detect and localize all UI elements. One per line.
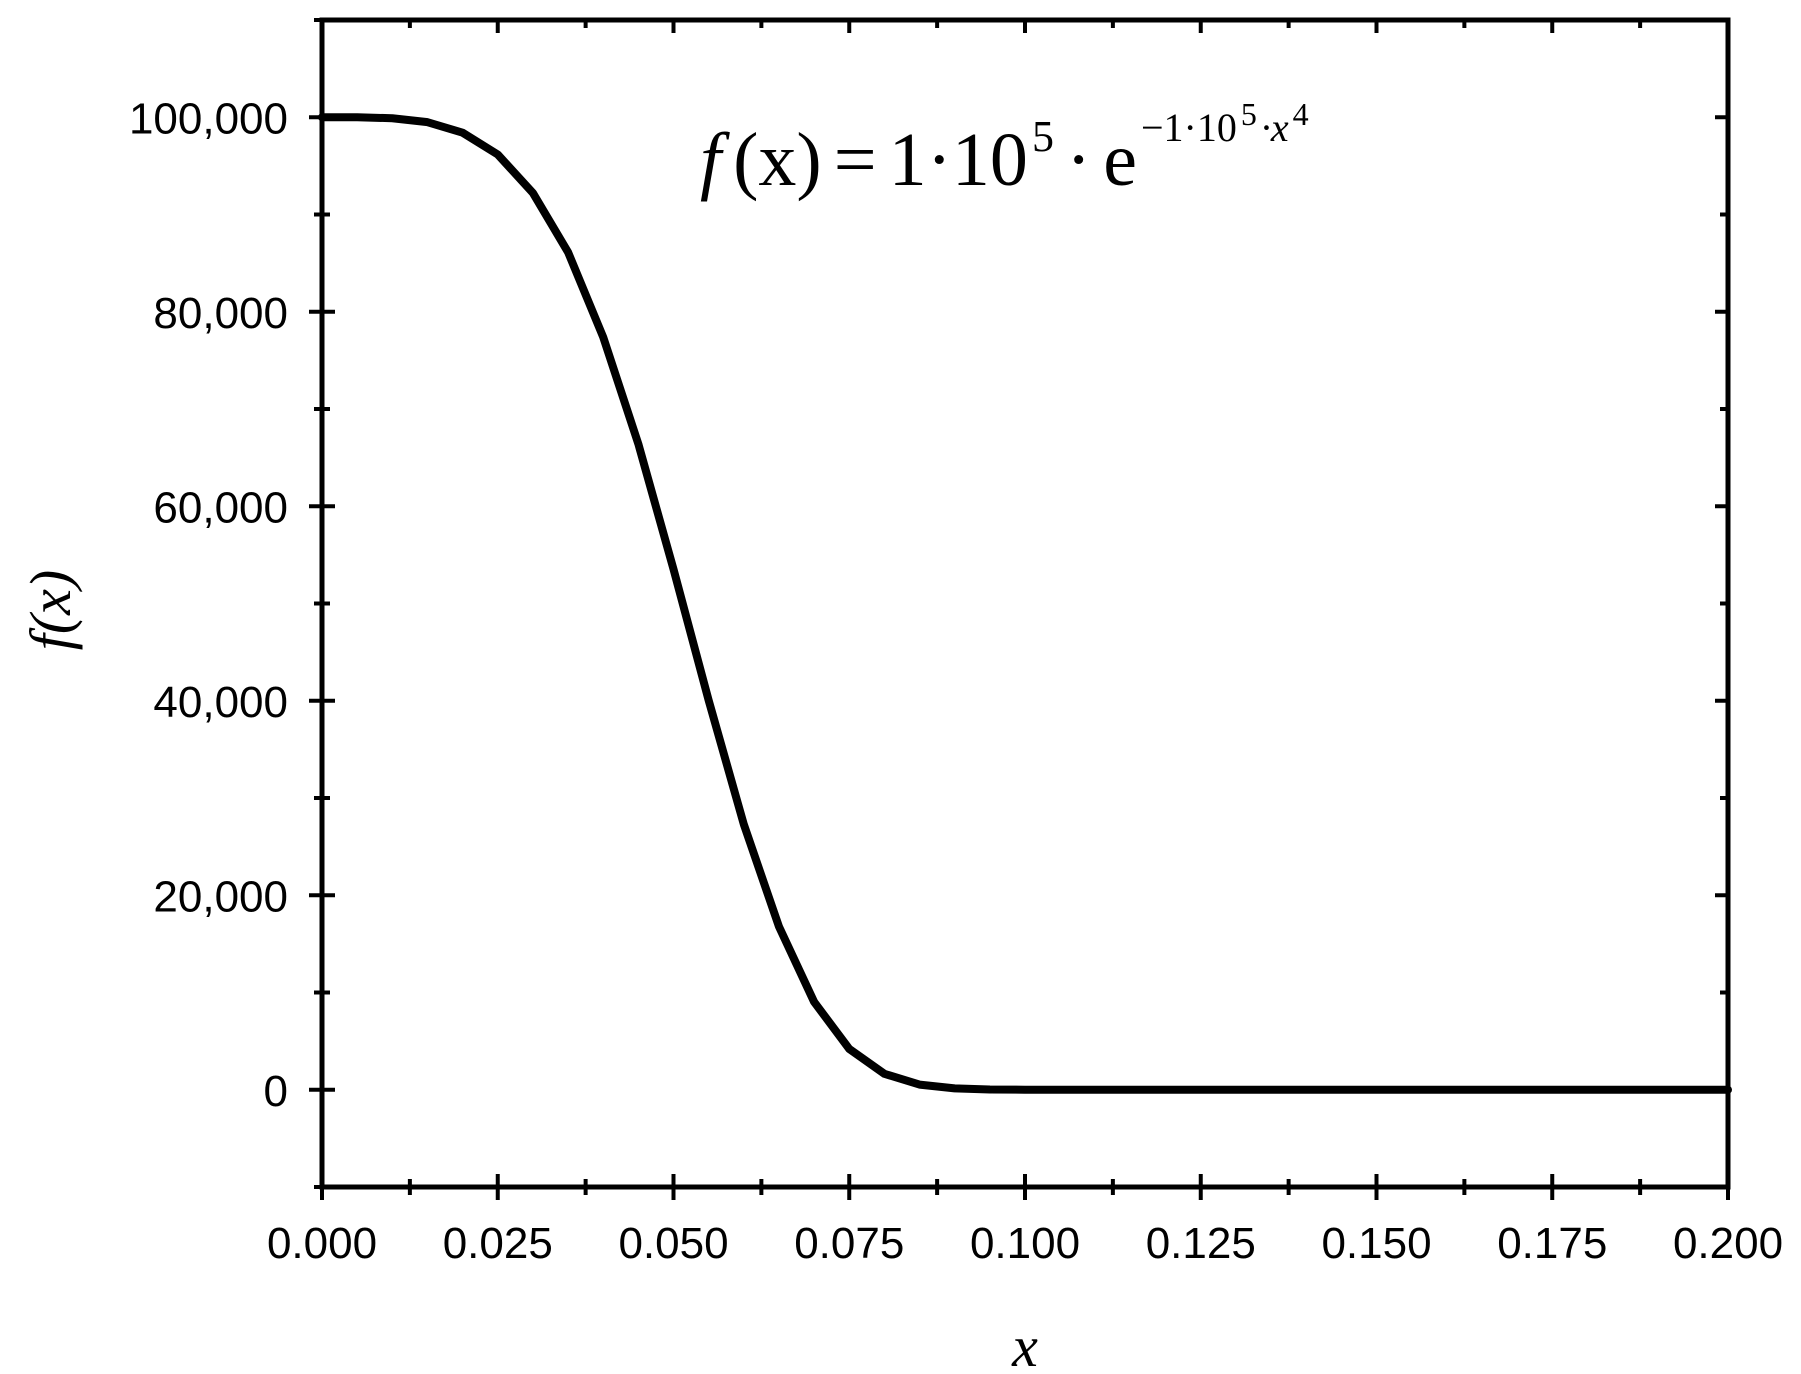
formula-superscript-x: ·x	[1261, 105, 1289, 150]
x-tick-label: 0.100	[970, 1219, 1080, 1268]
data-point	[707, 699, 710, 702]
data-point	[567, 251, 570, 254]
formula-superscript: −1·10	[1141, 105, 1237, 150]
y-tick-label: 40,000	[153, 678, 288, 727]
series-points	[321, 116, 1729, 1091]
y-tick-label: 20,000	[153, 872, 288, 921]
y-tick-label: 60,000	[153, 483, 288, 532]
formula-coefficient: 1·10	[889, 118, 1028, 202]
x-tick-label: 0.050	[618, 1219, 728, 1268]
data-point	[1024, 1088, 1026, 1091]
data-point	[848, 1047, 851, 1050]
data-point	[391, 117, 394, 120]
x-tick-label: 0.175	[1497, 1219, 1607, 1268]
data-point	[426, 121, 429, 124]
data-point	[883, 1072, 886, 1075]
x-tick-label: 0.000	[267, 1219, 377, 1268]
data-point	[813, 1000, 816, 1003]
formula-coefficient-exponent: 5	[1032, 112, 1054, 161]
formula-annotation: f (x) = 1·10 5 · e −1·10 5 ·x 4	[700, 96, 1309, 202]
x-tick-label: 0.150	[1321, 1219, 1431, 1268]
formula-superscript-power: 4	[1293, 96, 1309, 132]
data-point	[1445, 1088, 1448, 1091]
data-point	[1305, 1088, 1308, 1091]
data-point	[953, 1087, 956, 1090]
data-point	[637, 442, 640, 445]
formula-equals: =	[834, 118, 877, 202]
data-point	[777, 925, 780, 928]
formula-dot: ·	[1066, 118, 1091, 202]
y-tick-label: 80,000	[153, 289, 288, 338]
data-point	[356, 116, 359, 119]
data-point	[1727, 1088, 1729, 1091]
formula-arg: (x)	[733, 118, 822, 202]
formula-f: f	[700, 118, 730, 202]
x-tick-label: 0.125	[1146, 1219, 1256, 1268]
formula-e: e	[1103, 118, 1137, 202]
data-point	[602, 336, 605, 339]
data-point	[496, 153, 499, 156]
data-point	[1586, 1088, 1589, 1091]
data-point	[1094, 1088, 1097, 1091]
data-point	[461, 131, 464, 134]
data-point	[1164, 1088, 1167, 1091]
x-tick-labels: 0.000 0.025 0.050 0.075 0.100 0.125 0.150 0.175…	[267, 1219, 1783, 1268]
y-tick-labels: 0 20,000 40,000 60,000 80,000 100,000	[129, 94, 288, 1116]
data-point	[321, 116, 323, 119]
y-tick-label: 0	[264, 1067, 288, 1116]
data-point	[988, 1088, 991, 1091]
series-line	[318, 113, 1732, 1094]
formula-superscript-exponent: 5	[1241, 96, 1257, 132]
x-tick-label: 0.025	[443, 1219, 553, 1268]
data-point	[672, 568, 675, 571]
data-point	[918, 1083, 921, 1086]
x-axis-title: x	[1011, 1314, 1038, 1374]
y-tick-label: 100,000	[129, 94, 288, 143]
data-point	[531, 191, 534, 194]
x-tick-label: 0.200	[1673, 1219, 1783, 1268]
data-point	[742, 823, 745, 826]
y-axis-title: f(x)	[18, 570, 83, 651]
x-tick-label: 0.075	[794, 1219, 904, 1268]
